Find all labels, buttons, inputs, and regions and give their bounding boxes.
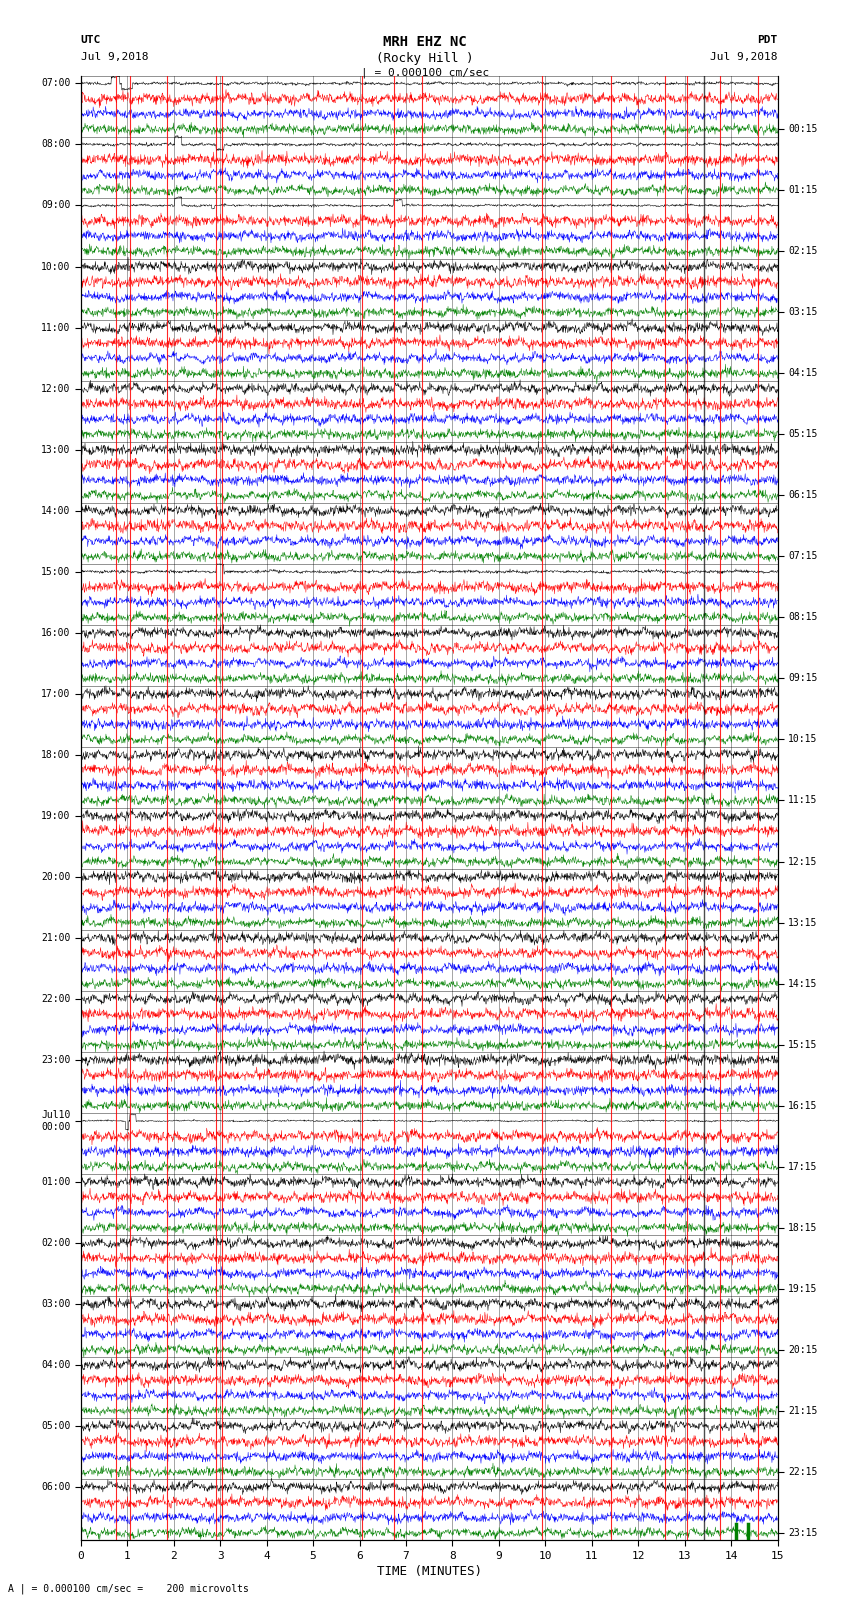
Text: MRH EHZ NC: MRH EHZ NC xyxy=(383,35,467,50)
X-axis label: TIME (MINUTES): TIME (MINUTES) xyxy=(377,1565,482,1578)
Text: UTC: UTC xyxy=(81,35,101,45)
Text: PDT: PDT xyxy=(757,35,778,45)
Text: (Rocky Hill ): (Rocky Hill ) xyxy=(377,52,473,65)
Text: | = 0.000100 cm/sec: | = 0.000100 cm/sec xyxy=(361,68,489,79)
Text: A | = 0.000100 cm/sec =    200 microvolts: A | = 0.000100 cm/sec = 200 microvolts xyxy=(8,1582,249,1594)
Text: Jul 9,2018: Jul 9,2018 xyxy=(81,52,148,61)
Text: Jul 9,2018: Jul 9,2018 xyxy=(711,52,778,61)
